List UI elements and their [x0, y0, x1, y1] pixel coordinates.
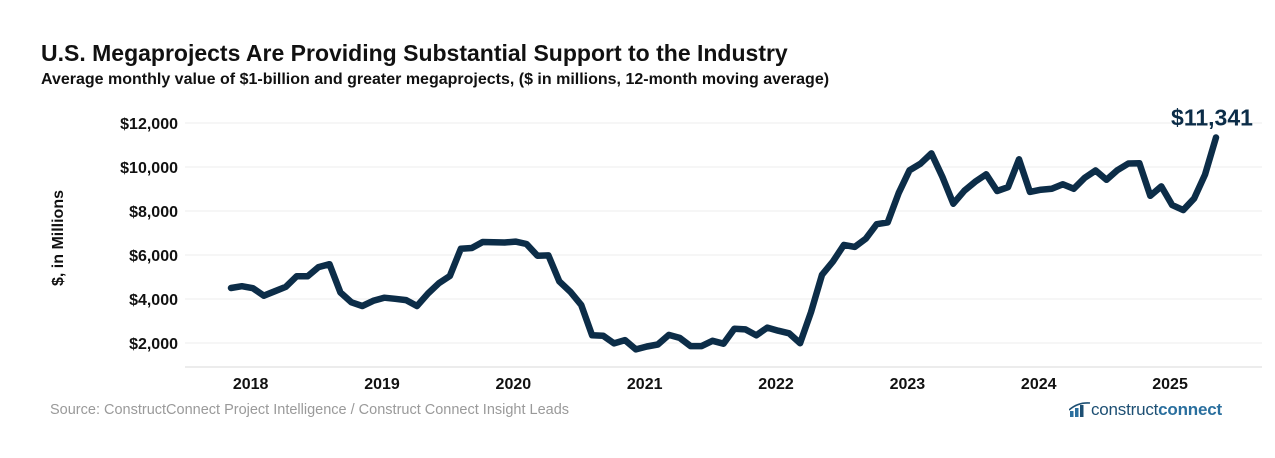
chart-title: U.S. Megaprojects Are Providing Substant… — [41, 40, 788, 66]
x-tick-label: 2021 — [627, 376, 663, 393]
logo-word-construct: construct — [1091, 400, 1159, 419]
chart-subtitle: Average monthly value of $1-billion and … — [41, 71, 830, 88]
constructconnect-logo: constructconnect — [1069, 400, 1222, 420]
y-tick-label: $8,000 — [129, 204, 178, 221]
y-axis-title: $, in Millions — [50, 190, 67, 286]
x-tick-label: 2024 — [1021, 376, 1057, 393]
logo-word-connect: connect — [1158, 400, 1222, 419]
x-tick-label: 2022 — [758, 376, 794, 393]
y-tick-label: $2,000 — [129, 336, 178, 353]
y-tick-label: $4,000 — [129, 292, 178, 309]
x-tick-label: 2020 — [496, 376, 532, 393]
y-tick-label: $12,000 — [120, 116, 178, 133]
y-tick-label: $6,000 — [129, 248, 178, 265]
x-tick-label: 2019 — [364, 376, 400, 393]
x-tick-label: 2023 — [890, 376, 926, 393]
logo-wordmark: constructconnect — [1091, 400, 1222, 420]
source-note: Source: ConstructConnect Project Intelli… — [50, 402, 570, 418]
x-tick-label: 2025 — [1152, 376, 1188, 393]
building-chart-icon — [1069, 402, 1091, 417]
x-tick-label: 2018 — [233, 376, 269, 393]
series-line — [227, 134, 1220, 353]
last-value-label: $11,341 — [1171, 104, 1253, 130]
y-tick-label: $10,000 — [120, 160, 178, 177]
